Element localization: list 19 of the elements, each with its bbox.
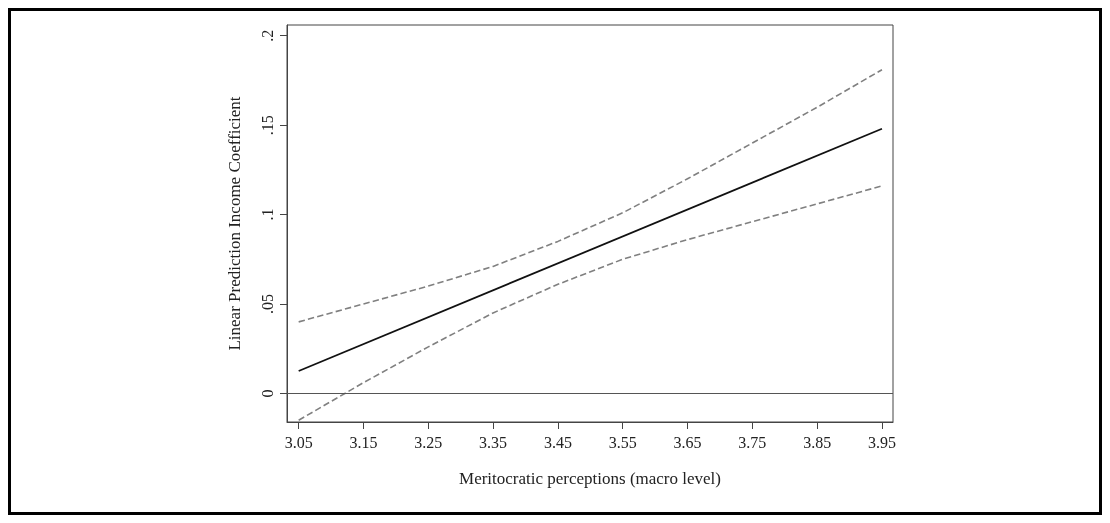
y-tick-label: .05	[258, 293, 276, 314]
y-tick-label: .2	[258, 29, 276, 42]
x-tick-label: 3.55	[608, 433, 637, 451]
line-series	[297, 185, 883, 422]
x-tick-label: 3.95	[867, 433, 896, 451]
x-tick-label: 3.85	[803, 433, 832, 451]
x-tick-label: 3.75	[738, 433, 767, 451]
x-tick-label: 3.35	[479, 433, 508, 451]
x-tick-label: 3.45	[543, 433, 572, 451]
y-tick-label: 0	[258, 389, 276, 398]
x-tick-label: 3.15	[349, 433, 378, 451]
y-tick-label: .15	[258, 115, 276, 136]
x-tick-label: 3.25	[414, 433, 443, 451]
y-axis-title: Linear Prediction Income Coefficient	[225, 96, 244, 351]
x-tick-label: 3.05	[284, 433, 313, 451]
x-axis-title: Meritocratic perceptions (macro level)	[459, 469, 721, 488]
line-series	[297, 68, 883, 323]
x-tick-label: 3.65	[673, 433, 702, 451]
y-tick-label: .1	[258, 208, 276, 221]
